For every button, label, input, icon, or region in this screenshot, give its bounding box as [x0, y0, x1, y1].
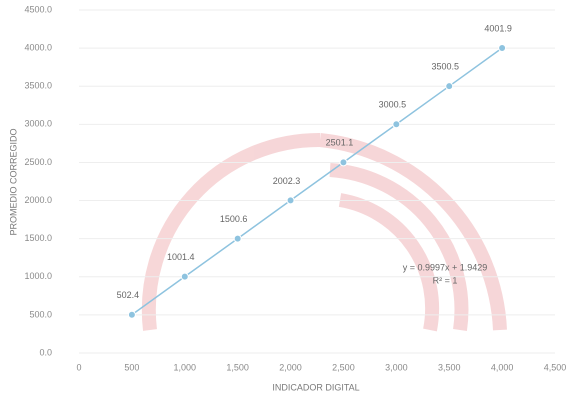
y-tick-label: 0.0: [39, 347, 52, 357]
data-label: 3000.5: [379, 100, 407, 110]
data-label: 4001.9: [484, 23, 512, 33]
x-tick-label: 3,500: [438, 362, 461, 372]
y-tick-label: 500.0: [29, 309, 52, 319]
point: [498, 43, 507, 52]
y-tick-label: 3500.0: [24, 81, 52, 91]
data-label: 3500.5: [431, 62, 459, 72]
data-label: 502.4: [117, 290, 140, 300]
x-tick-label: 2,500: [332, 362, 355, 372]
series-line: [131, 47, 503, 316]
data-label: 1001.4: [167, 252, 195, 262]
x-tick-label: 3,000: [385, 362, 408, 372]
x-tick-label: 0: [76, 362, 81, 372]
point: [180, 272, 189, 281]
y-tick-label: 2500.0: [24, 157, 52, 167]
x-tick-label: 1,500: [226, 362, 249, 372]
r-squared: R² = 1: [433, 275, 458, 285]
y-tick-label: 1500.0: [24, 233, 52, 243]
x-tick-label: 1,000: [174, 362, 197, 372]
point: [127, 310, 136, 319]
y-tick-label: 3000.0: [24, 119, 52, 129]
watermark: [141, 132, 507, 332]
x-axis-title: INDICADOR DIGITAL: [272, 382, 359, 392]
y-tick-label: 4500.0: [24, 4, 52, 14]
x-tick-label: 500: [124, 362, 139, 372]
x-tick-label: 4,500: [544, 362, 567, 372]
point: [392, 120, 401, 129]
y-tick-label: 2000.0: [24, 195, 52, 205]
y-axis-title: PROMEDIO CORREGIDO: [8, 128, 18, 235]
point: [233, 234, 242, 243]
point: [445, 82, 454, 91]
point: [286, 196, 295, 205]
data-label: 1500.6: [220, 214, 248, 224]
y-tick-label: 4000.0: [24, 42, 52, 52]
data-label: 2002.3: [273, 176, 301, 186]
equation: y = 0.9997x + 1.9429: [403, 262, 488, 272]
data-label: 2501.1: [326, 138, 354, 148]
x-tick-label: 2,000: [279, 362, 302, 372]
point: [339, 158, 348, 167]
x-tick-label: 4,000: [491, 362, 514, 372]
y-tick-label: 1000.0: [24, 271, 52, 281]
